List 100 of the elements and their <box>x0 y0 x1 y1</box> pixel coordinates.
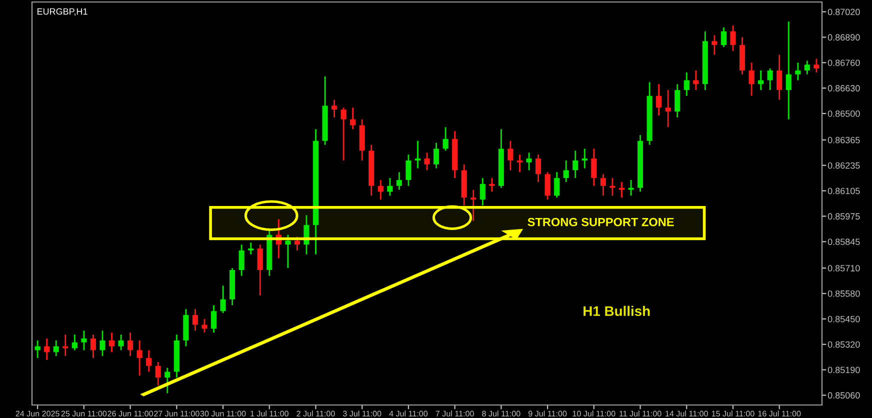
x-tick-label: 26 Jun 11:00 <box>108 410 153 416</box>
candlestick <box>62 334 68 357</box>
candlestick <box>294 236 300 252</box>
x-tick-label: 4 Jul 11:00 <box>389 410 428 416</box>
candlestick <box>136 340 142 376</box>
x-tick-label: 7 Jul 11:00 <box>436 410 474 416</box>
y-tick-label: 0.85975 <box>828 213 860 220</box>
candlestick <box>814 58 820 74</box>
x-tick-label: 27 Jun 11:00 <box>154 410 200 416</box>
y-tick-label: 0.87020 <box>828 8 860 16</box>
candlestick <box>470 189 476 222</box>
candlestick <box>554 172 560 198</box>
candlestick <box>535 154 542 183</box>
x-tick-label: 3 Jul 11:00 <box>342 410 382 416</box>
candlestick <box>406 154 412 187</box>
x-tick-label: 10 Jul 11:00 <box>572 410 616 416</box>
x-tick-label: 14 Jul 11:00 <box>666 410 708 416</box>
candlestick <box>600 173 606 196</box>
candlestick <box>489 177 495 192</box>
candlestick <box>44 338 50 361</box>
x-tick-label: 1 Jul 11:00 <box>250 410 288 416</box>
candlestick <box>767 68 773 91</box>
candlestick <box>248 242 254 256</box>
candlestick <box>90 334 96 359</box>
candlestick <box>285 234 291 269</box>
candlestick <box>610 177 616 196</box>
candlestick <box>730 24 736 52</box>
x-tick-label: 30 Jun 11:00 <box>200 410 246 416</box>
candlestick <box>340 106 346 162</box>
candlestick <box>665 89 671 128</box>
candlestick <box>424 152 430 171</box>
candlestick <box>128 332 134 357</box>
candlestick <box>100 330 106 357</box>
candlestick <box>108 332 115 353</box>
candlestick <box>526 152 532 171</box>
candlestick <box>53 340 59 357</box>
candlestick <box>442 126 448 152</box>
candlestick <box>480 177 486 206</box>
x-tick-label: 16 Jul 11:00 <box>758 410 801 416</box>
annotation: H1 Bullish <box>584 306 650 316</box>
candlestick <box>786 20 792 120</box>
candlestick <box>572 150 578 179</box>
text: EURGBP,H1 <box>37 8 88 16</box>
candlestick <box>433 142 440 169</box>
candlestick <box>804 60 810 76</box>
candlestick <box>618 181 624 198</box>
candlestick <box>146 350 152 372</box>
candlestick <box>684 72 690 97</box>
candlestick <box>516 154 523 173</box>
candlestick <box>414 140 421 169</box>
band-label: STRONG SUPPORT ZONE <box>528 218 674 226</box>
candlestick <box>220 284 226 314</box>
x-tick-label: 2 Jul 11:00 <box>296 410 335 416</box>
candlestick <box>720 26 726 48</box>
y-tick-label: 0.85450 <box>828 316 860 322</box>
candlestick <box>748 62 754 97</box>
y-tick-label: 0.86630 <box>828 85 860 92</box>
y-tick-label: 0.85845 <box>828 238 860 246</box>
y-tick-label: 0.85710 <box>828 265 860 272</box>
x-tick-label: 8 Jul 11:00 <box>482 410 520 416</box>
candlestick <box>591 148 597 187</box>
y-tick-label: 0.85320 <box>828 341 860 348</box>
x-tick-label: 9 Jul 11:00 <box>528 410 567 416</box>
y-tick-label: 0.86500 <box>828 110 860 117</box>
candlestick <box>396 172 402 190</box>
candlestick <box>257 244 263 296</box>
candlestick <box>192 308 198 332</box>
y-tick-label: 0.85580 <box>828 290 860 297</box>
candlestick <box>72 334 78 351</box>
candlestick <box>508 140 514 171</box>
candlestick <box>164 367 170 394</box>
candlestick <box>387 177 393 196</box>
candlestick <box>81 330 87 351</box>
candlestick <box>331 99 338 118</box>
y-tick-label: 0.86235 <box>828 162 860 169</box>
candlestick <box>238 244 244 277</box>
x-tick-label: 11 Jul 11:00 <box>620 410 662 416</box>
x-tick-label: 25 Jun 11:00 <box>61 410 107 416</box>
y-tick-label: 0.86890 <box>828 34 860 41</box>
candlestick <box>563 160 569 183</box>
candlestick <box>378 179 384 200</box>
candlestick <box>628 179 634 196</box>
y-tick-label: 0.86365 <box>828 136 860 144</box>
y-tick-label: 0.86760 <box>828 60 860 66</box>
candlestick <box>350 106 356 130</box>
y-tick-label: 0.85060 <box>828 392 860 399</box>
x-tick-label: 24 Jun 2025 <box>16 410 60 416</box>
x-tick-label: 15 Jul 11:00 <box>712 410 754 416</box>
candlestick <box>795 62 801 81</box>
candlestick <box>155 361 161 386</box>
candlestick <box>582 148 588 169</box>
y-tick-label: 0.85190 <box>828 366 860 374</box>
candlestick <box>776 54 782 101</box>
y-tick-label: 0.86105 <box>828 188 860 194</box>
candlestick <box>712 34 718 56</box>
candlestick <box>656 83 662 116</box>
candlestick <box>544 172 550 200</box>
candlestick <box>118 334 124 351</box>
candlestick <box>674 83 680 118</box>
candlestick <box>210 304 217 334</box>
